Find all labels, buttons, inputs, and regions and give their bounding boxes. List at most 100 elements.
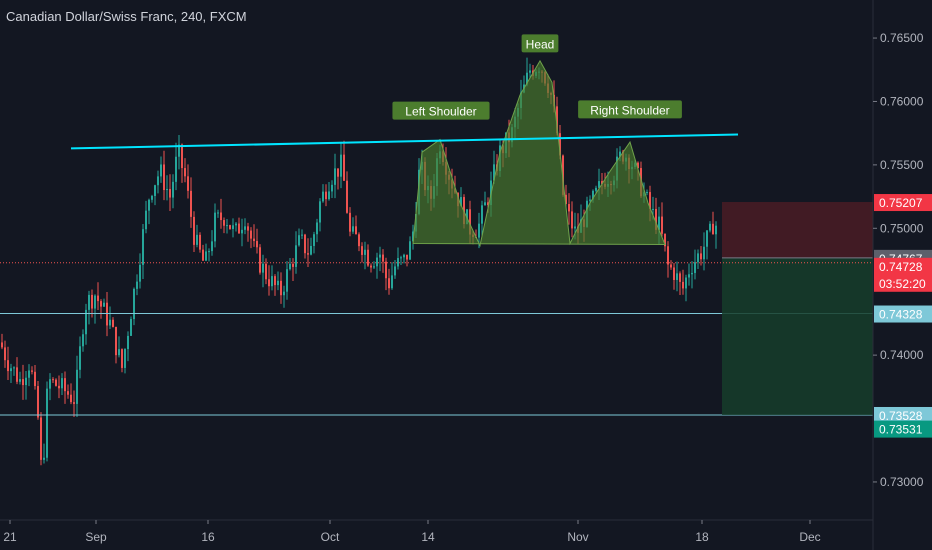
candle-body (166, 189, 168, 191)
candle-body (40, 417, 42, 460)
candle-body (220, 212, 222, 221)
candle-body (169, 189, 171, 198)
candle-body (151, 195, 153, 200)
price-badge-label: 0.75207 (879, 196, 923, 210)
candle-body (4, 347, 6, 361)
candle-body (157, 176, 159, 186)
candle-body (259, 247, 261, 273)
candle-body (112, 319, 114, 327)
pattern-label-box (578, 100, 682, 119)
candle-body (667, 246, 669, 265)
candle-body (274, 276, 276, 286)
candle-body (559, 133, 561, 156)
candle-body (388, 278, 390, 289)
candle-body (400, 257, 402, 259)
y-tick-label: 0.76000 (880, 94, 924, 108)
candle-body (313, 234, 315, 246)
candle-body (130, 319, 132, 336)
candle-body (292, 263, 294, 267)
candle-body (19, 379, 21, 382)
y-tick-label: 0.76500 (880, 31, 924, 45)
candle-body (526, 72, 528, 85)
candle-body (208, 251, 210, 253)
candle-body (649, 192, 651, 210)
trendline (70, 133, 739, 150)
price-badge-label: 0.73528 (879, 409, 923, 423)
candle-body (370, 265, 372, 268)
candle-body (646, 192, 648, 194)
candle-body (367, 249, 369, 266)
candle-body (376, 257, 378, 267)
candle-body (67, 391, 69, 395)
candle-body (37, 386, 39, 418)
candle-body (124, 349, 126, 368)
candle-body (352, 226, 354, 232)
candle-body (331, 184, 333, 192)
x-tick-label: Nov (567, 530, 588, 544)
candle-body (697, 253, 699, 263)
candle-body (34, 371, 36, 387)
candle-body (487, 202, 489, 206)
candle-body (115, 326, 117, 356)
candle-body (310, 245, 312, 255)
candle-body (196, 234, 198, 245)
candle-body (406, 254, 408, 260)
candle-body (91, 294, 93, 309)
candle-body (103, 302, 105, 307)
candle-body (382, 254, 384, 262)
candle-body (364, 249, 366, 255)
candle-body (100, 301, 102, 307)
candle-body (280, 280, 282, 296)
x-tick-label: Oct (321, 530, 340, 544)
candle-body (247, 226, 249, 231)
candle-body (355, 226, 357, 235)
pattern-label-box (521, 34, 559, 53)
price-badge (874, 257, 932, 292)
pattern-label: Right Shoulder (590, 103, 669, 117)
candle-body (106, 302, 108, 326)
candle-body (319, 201, 321, 223)
candle-body (343, 154, 345, 181)
candle-body (571, 211, 573, 229)
candle-body (121, 349, 123, 368)
price-badge-label: 0.74328 (879, 308, 923, 322)
candle-body (244, 226, 246, 230)
candle-body (241, 229, 243, 234)
candle-body (13, 367, 15, 369)
candle-body (76, 369, 78, 404)
candle-body (85, 309, 87, 335)
candle-body (655, 208, 657, 230)
candle-body (181, 144, 183, 169)
candle-body (715, 225, 717, 235)
candle-body (706, 230, 708, 247)
candle-body (217, 212, 219, 214)
price-badge (874, 420, 932, 438)
candle-body (391, 275, 393, 289)
x-tick-label: 18 (695, 530, 709, 544)
candle-body (709, 223, 711, 231)
candle-body (682, 281, 684, 289)
x-tick-label: Sep (85, 530, 107, 544)
pattern-label-box (392, 101, 490, 120)
candle-body (232, 225, 234, 229)
candle-body (214, 212, 216, 242)
candle-body (295, 245, 297, 267)
candle-body (565, 194, 567, 205)
candle-body (64, 378, 66, 392)
candle-body (322, 191, 324, 202)
candle-body (223, 220, 225, 226)
candle-body (256, 241, 258, 248)
candle-body (277, 280, 279, 286)
candle-body (253, 238, 255, 242)
candle-body (574, 226, 576, 229)
candle-body (337, 168, 339, 177)
candle-body (175, 156, 177, 182)
candle-body (598, 181, 600, 188)
price-badge (874, 194, 932, 212)
candle-body (88, 294, 90, 310)
candle-body (484, 202, 486, 206)
candle-body (664, 233, 666, 247)
stop-loss-zone (722, 202, 873, 258)
